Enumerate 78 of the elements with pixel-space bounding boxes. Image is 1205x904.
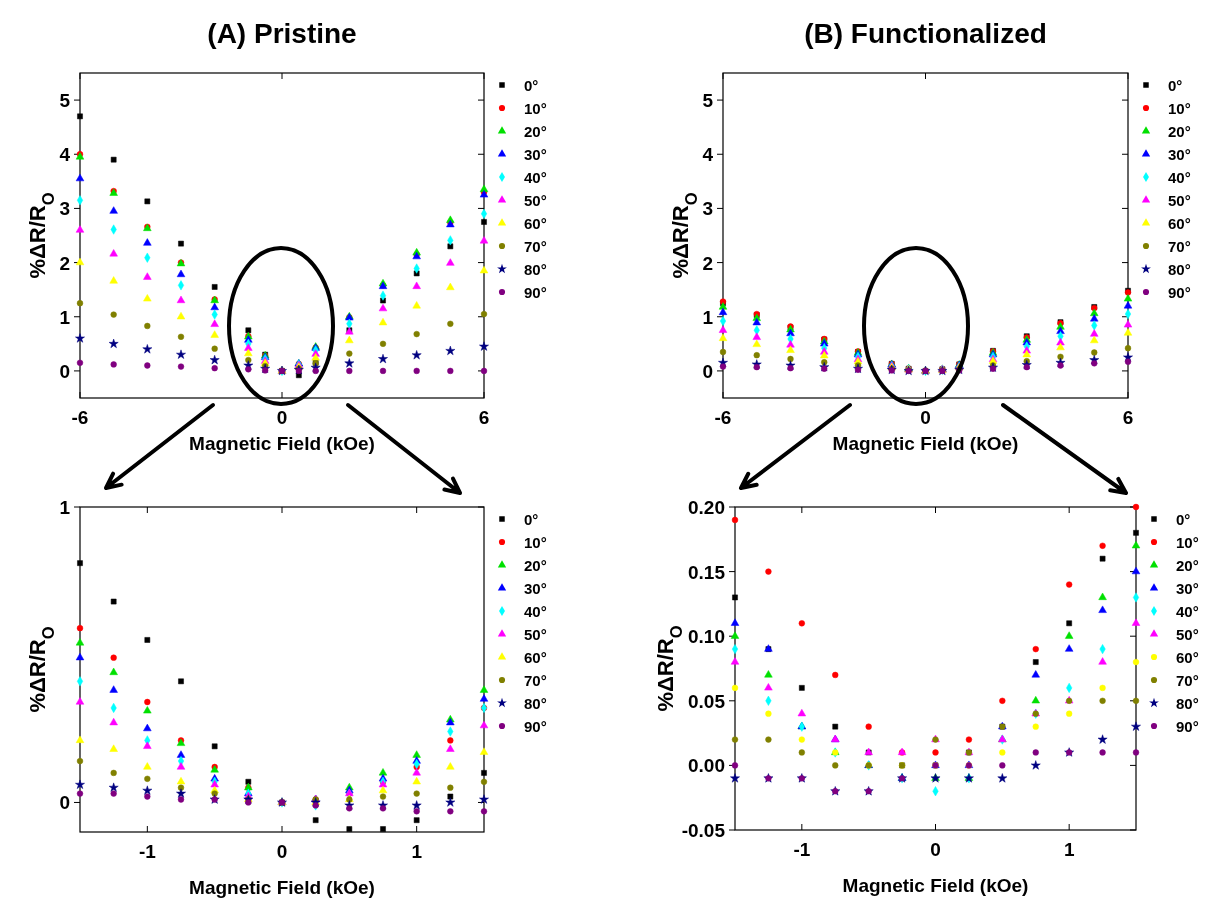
legend-label: 20° bbox=[1176, 557, 1199, 574]
legend-label: 90° bbox=[524, 284, 547, 301]
x-tick-label: 6 bbox=[1122, 407, 1134, 428]
x-tick-label: -1 bbox=[138, 841, 157, 862]
legend-label: 70° bbox=[524, 672, 547, 689]
y-tick-label: 0 bbox=[59, 792, 70, 814]
legend-label: 40° bbox=[1176, 603, 1199, 620]
legend-label: 40° bbox=[1168, 169, 1191, 186]
y-tick-label: 2 bbox=[702, 252, 713, 274]
legend-label: 50° bbox=[1168, 192, 1191, 209]
legend-label: 30° bbox=[524, 146, 547, 163]
legend-label: 90° bbox=[1176, 718, 1199, 735]
y-tick-label: 5 bbox=[702, 90, 714, 112]
legend-label: 90° bbox=[524, 718, 547, 735]
legend-label: 50° bbox=[524, 626, 547, 643]
x-tick-label: 6 bbox=[478, 407, 490, 428]
chart-title: (A) Pristine bbox=[207, 18, 357, 49]
legend-label: 0° bbox=[524, 77, 539, 94]
y-tick-label: 3 bbox=[59, 198, 70, 220]
x-tick-label: -6 bbox=[71, 407, 89, 428]
legend-label: 10° bbox=[1168, 100, 1191, 117]
legend-label: 60° bbox=[524, 215, 547, 232]
x-axis-title: Magnetic Field (kOe) bbox=[842, 875, 1029, 896]
y-tick-label: -0.05 bbox=[681, 820, 726, 841]
x-tick-label: 0 bbox=[276, 407, 288, 428]
y-tick-label: 1 bbox=[59, 497, 71, 518]
x-axis-title: Magnetic Field (kOe) bbox=[832, 433, 1019, 454]
legend-label: 80° bbox=[524, 261, 547, 278]
y-tick-label: 0.20 bbox=[688, 497, 725, 518]
legend-label: 70° bbox=[1176, 672, 1199, 689]
legend-label: 80° bbox=[1168, 261, 1191, 278]
x-axis-title: Magnetic Field (kOe) bbox=[189, 877, 375, 898]
legend-label: 20° bbox=[1168, 123, 1191, 140]
y-tick-label: 0 bbox=[702, 360, 713, 382]
x-axis-title: Magnetic Field (kOe) bbox=[189, 433, 375, 454]
legend-label: 10° bbox=[524, 100, 547, 117]
legend-label: 50° bbox=[1176, 626, 1199, 643]
legend-label: 30° bbox=[1176, 580, 1199, 597]
x-tick-label: 1 bbox=[411, 841, 423, 862]
x-tick-label: 1 bbox=[1063, 839, 1075, 860]
legend-label: 20° bbox=[524, 123, 547, 140]
legend-label: 80° bbox=[1176, 695, 1199, 712]
legend-label: 20° bbox=[524, 557, 547, 574]
y-tick-label: 0.15 bbox=[688, 561, 726, 583]
legend-label: 60° bbox=[1168, 215, 1191, 232]
y-tick-label: 4 bbox=[59, 144, 71, 166]
y-tick-label: 5 bbox=[59, 90, 71, 112]
legend-label: 30° bbox=[524, 580, 547, 597]
y-tick-label: 4 bbox=[702, 144, 714, 166]
legend-label: 0° bbox=[1168, 77, 1183, 94]
legend-label: 50° bbox=[524, 192, 547, 209]
legend-label: 60° bbox=[524, 649, 547, 666]
chart-title: (B) Functionalized bbox=[804, 18, 1047, 49]
legend-label: 10° bbox=[1176, 534, 1199, 551]
y-tick-label: 2 bbox=[59, 252, 70, 274]
x-tick-label: -6 bbox=[714, 407, 732, 428]
legend-label: 0° bbox=[1176, 511, 1191, 528]
x-tick-label: 0 bbox=[276, 841, 288, 862]
legend-label: 0° bbox=[524, 511, 539, 528]
x-tick-label: -1 bbox=[793, 839, 811, 860]
legend-label: 10° bbox=[524, 534, 547, 551]
legend-label: 30° bbox=[1168, 146, 1191, 163]
legend-label: 90° bbox=[1168, 284, 1191, 301]
legend-label: 70° bbox=[1168, 238, 1191, 255]
y-tick-label: 0.05 bbox=[688, 690, 726, 712]
y-tick-label: 0 bbox=[59, 360, 70, 382]
y-tick-label: 1 bbox=[59, 306, 71, 328]
x-tick-label: 0 bbox=[930, 839, 941, 860]
y-tick-label: 1 bbox=[702, 306, 714, 328]
y-tick-label: 0.10 bbox=[688, 626, 725, 648]
y-tick-label: 0.00 bbox=[688, 755, 725, 777]
legend-label: 80° bbox=[524, 695, 547, 712]
legend-label: 70° bbox=[524, 238, 547, 255]
y-tick-label: 3 bbox=[702, 198, 713, 220]
legend-label: 40° bbox=[524, 169, 547, 186]
legend-label: 40° bbox=[524, 603, 547, 620]
x-tick-label: 0 bbox=[920, 407, 931, 428]
legend-label: 60° bbox=[1176, 649, 1199, 666]
